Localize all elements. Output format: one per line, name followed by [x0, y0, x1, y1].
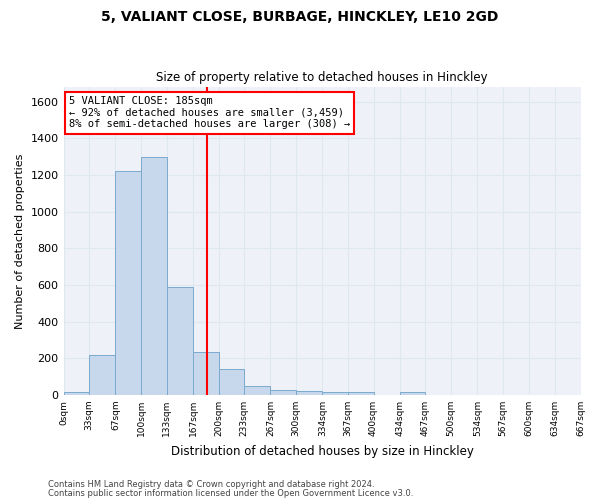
Bar [400, 392, 425, 395]
X-axis label: Distribution of detached houses by size in Hinckley: Distribution of detached houses by size … [170, 444, 473, 458]
Bar [64, 392, 89, 395]
Text: Contains HM Land Registry data © Crown copyright and database right 2024.: Contains HM Land Registry data © Crown c… [48, 480, 374, 489]
Text: 5 VALIANT CLOSE: 185sqm
← 92% of detached houses are smaller (3,459)
8% of semi-: 5 VALIANT CLOSE: 185sqm ← 92% of detache… [69, 96, 350, 130]
Bar [167, 287, 193, 395]
Text: Contains public sector information licensed under the Open Government Licence v3: Contains public sector information licen… [48, 488, 413, 498]
Bar [271, 390, 296, 395]
Y-axis label: Number of detached properties: Number of detached properties [15, 154, 25, 328]
Bar [141, 156, 167, 395]
Bar [322, 392, 348, 395]
Bar [296, 391, 322, 395]
Text: 5, VALIANT CLOSE, BURBAGE, HINCKLEY, LE10 2GD: 5, VALIANT CLOSE, BURBAGE, HINCKLEY, LE1… [101, 10, 499, 24]
Bar [218, 370, 244, 395]
Bar [89, 354, 115, 395]
Bar [244, 386, 271, 395]
Bar [348, 392, 374, 395]
Bar [115, 172, 141, 395]
Title: Size of property relative to detached houses in Hinckley: Size of property relative to detached ho… [156, 72, 488, 85]
Bar [193, 352, 218, 395]
